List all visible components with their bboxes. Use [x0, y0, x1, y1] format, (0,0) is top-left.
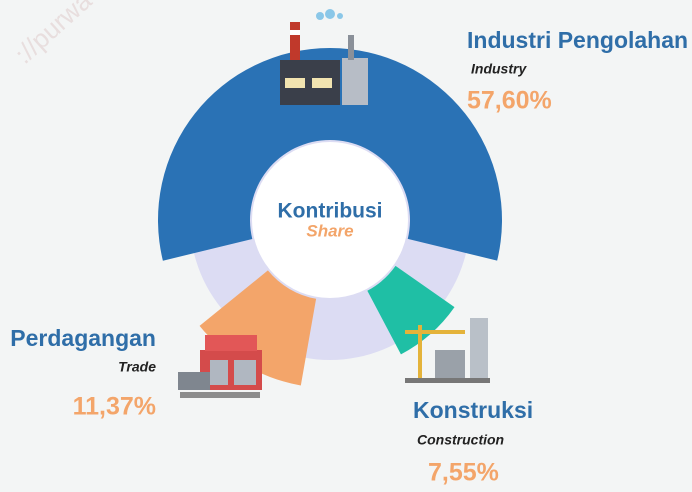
subcategory-label: Construction	[417, 432, 504, 448]
category-label: Perdagangan	[10, 325, 156, 351]
subcategory-label: Industry	[471, 61, 527, 77]
watermark: ://purwa	[9, 0, 98, 70]
center-sublabel: Share	[306, 221, 353, 240]
infographic: Kontribusi Share ://purwa Industri Pengo…	[0, 0, 692, 492]
store-icon	[178, 335, 262, 398]
value-label: 7,55%	[428, 459, 499, 487]
subcategory-label: Trade	[118, 359, 156, 375]
center-label: Kontribusi	[278, 200, 383, 223]
category-label: Konstruksi	[413, 397, 533, 423]
value-label: 57,60%	[467, 87, 552, 115]
value-label: 11,37%	[73, 393, 156, 421]
category-label: Industri Pengolahan	[467, 27, 688, 53]
